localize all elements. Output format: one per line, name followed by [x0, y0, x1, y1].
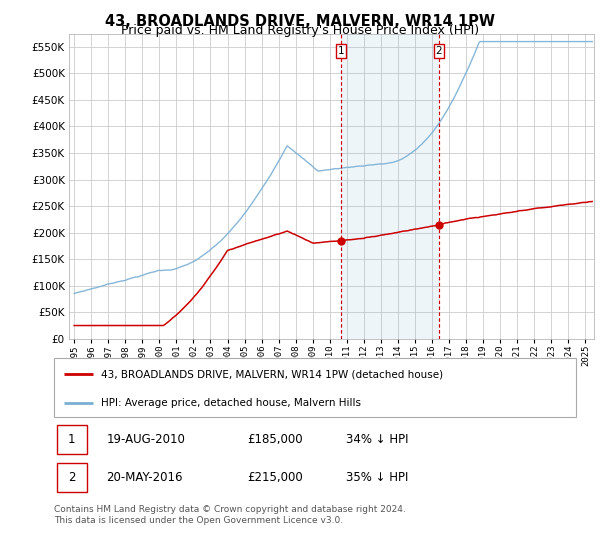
Text: 35% ↓ HPI: 35% ↓ HPI — [346, 471, 409, 484]
Text: 43, BROADLANDS DRIVE, MALVERN, WR14 1PW: 43, BROADLANDS DRIVE, MALVERN, WR14 1PW — [105, 14, 495, 29]
Text: 19-AUG-2010: 19-AUG-2010 — [106, 433, 185, 446]
Text: £215,000: £215,000 — [247, 471, 303, 484]
Text: 1: 1 — [337, 46, 344, 56]
Text: 2: 2 — [436, 46, 442, 56]
Text: 34% ↓ HPI: 34% ↓ HPI — [346, 433, 409, 446]
Text: £185,000: £185,000 — [247, 433, 303, 446]
Text: Contains HM Land Registry data © Crown copyright and database right 2024.
This d: Contains HM Land Registry data © Crown c… — [54, 505, 406, 525]
Text: 20-MAY-2016: 20-MAY-2016 — [106, 471, 182, 484]
FancyBboxPatch shape — [56, 463, 87, 492]
FancyBboxPatch shape — [56, 425, 87, 454]
Text: Price paid vs. HM Land Registry's House Price Index (HPI): Price paid vs. HM Land Registry's House … — [121, 24, 479, 37]
Text: 43, BROADLANDS DRIVE, MALVERN, WR14 1PW (detached house): 43, BROADLANDS DRIVE, MALVERN, WR14 1PW … — [101, 369, 443, 379]
Text: 2: 2 — [68, 471, 76, 484]
Text: 1: 1 — [68, 433, 76, 446]
Bar — [341, 34, 439, 339]
FancyBboxPatch shape — [54, 358, 576, 417]
Text: HPI: Average price, detached house, Malvern Hills: HPI: Average price, detached house, Malv… — [101, 398, 361, 408]
